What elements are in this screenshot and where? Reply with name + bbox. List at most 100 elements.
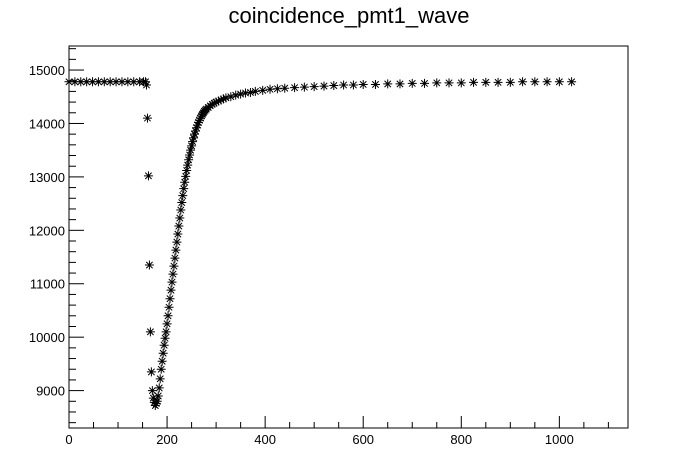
data-point <box>171 245 181 255</box>
data-point <box>183 160 193 170</box>
data-point <box>146 367 156 377</box>
data-point <box>258 85 268 95</box>
data-point <box>152 396 162 406</box>
data-point <box>420 78 430 88</box>
data-point <box>348 80 358 90</box>
data-point <box>339 80 349 90</box>
data-point <box>195 113 205 123</box>
data-point <box>129 77 139 87</box>
data-point <box>370 79 380 89</box>
data-point <box>164 302 174 312</box>
y-tick-label: 14000 <box>29 116 65 131</box>
data-point <box>186 145 196 155</box>
data-point <box>407 78 417 88</box>
data-point <box>163 311 173 321</box>
data-point <box>151 398 161 408</box>
data-point <box>187 141 197 151</box>
data-point <box>149 397 159 407</box>
data-point <box>123 77 133 87</box>
data-point <box>141 80 151 90</box>
data-point <box>567 77 577 87</box>
data-point <box>184 155 194 165</box>
data-point <box>167 277 177 287</box>
x-tick-label: 1000 <box>545 432 574 447</box>
data-point <box>153 391 163 401</box>
data-point <box>143 171 153 181</box>
x-tick-label: 0 <box>65 432 72 447</box>
data-point <box>76 77 86 87</box>
data-point <box>156 364 166 374</box>
data-point <box>172 237 182 247</box>
data-point <box>176 205 186 215</box>
plot-frame <box>68 45 629 429</box>
data-point <box>493 77 503 87</box>
data-point <box>207 99 217 109</box>
data-point <box>265 84 275 94</box>
data-point <box>161 327 171 337</box>
data-point <box>272 84 282 94</box>
data-point <box>554 77 564 87</box>
data-point <box>117 77 127 87</box>
data-point <box>189 133 199 143</box>
data-point <box>329 81 339 91</box>
data-point <box>142 113 152 123</box>
data-point <box>162 319 172 329</box>
data-point <box>191 126 201 136</box>
y-tick-label: 12000 <box>29 223 65 238</box>
x-axis: 0 200 400 600 800 1000 <box>65 416 609 447</box>
data-point <box>530 77 540 87</box>
data-point <box>456 78 466 88</box>
y-tick-label: 10000 <box>29 330 65 345</box>
data-point <box>290 83 300 93</box>
data-point <box>542 77 552 87</box>
data-point <box>518 77 528 87</box>
x-tick-label: 600 <box>352 432 374 447</box>
data-point <box>145 327 155 337</box>
x-tick-label: 400 <box>254 432 276 447</box>
data-point <box>111 77 121 87</box>
data-point <box>231 90 241 100</box>
data-point <box>99 77 109 87</box>
data-markers <box>64 77 577 411</box>
data-point <box>432 78 442 88</box>
data-point <box>444 78 454 88</box>
data-point <box>211 97 221 107</box>
x-tick-label: 800 <box>450 432 472 447</box>
data-point <box>191 123 201 133</box>
data-point <box>185 150 195 160</box>
data-point <box>155 374 165 384</box>
data-point <box>469 77 479 87</box>
data-point <box>383 79 393 89</box>
data-point <box>158 348 168 358</box>
data-point <box>250 86 260 96</box>
chart-title: coincidence_pmt1_wave <box>229 3 470 28</box>
data-point <box>160 333 170 343</box>
data-point <box>194 115 204 125</box>
data-point <box>173 229 183 239</box>
data-point <box>188 137 198 147</box>
data-point <box>93 77 103 87</box>
y-tick-label: 15000 <box>29 63 65 78</box>
data-point <box>181 171 191 181</box>
data-point <box>150 401 160 411</box>
data-point <box>395 79 405 89</box>
data-point <box>180 177 190 187</box>
y-axis: 9000 10000 11000 12000 13000 14000 15000 <box>29 48 84 424</box>
data-point <box>175 213 185 223</box>
data-point <box>358 79 368 89</box>
data-point <box>157 356 167 366</box>
data-point <box>105 77 115 87</box>
y-tick-label: 11000 <box>30 277 65 292</box>
data-point <box>481 77 491 87</box>
data-point <box>174 221 184 231</box>
data-point <box>88 77 98 87</box>
data-point <box>218 94 228 104</box>
data-point <box>179 184 189 194</box>
data-point <box>170 253 180 263</box>
data-point <box>226 92 236 102</box>
data-point <box>168 269 178 279</box>
data-point <box>214 96 224 106</box>
data-point <box>159 340 169 350</box>
y-tick-label: 9000 <box>36 384 65 399</box>
